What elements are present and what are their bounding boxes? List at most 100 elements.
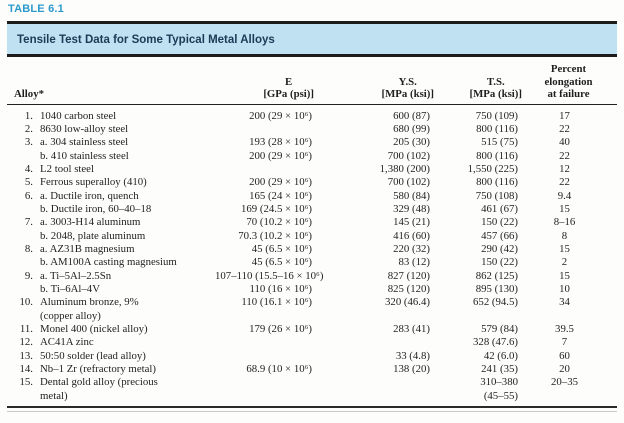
- yield-strength-value: 680 (99): [393, 122, 430, 135]
- alloy-name: a. AZ31B magnesium: [40, 242, 135, 255]
- elongation-header-line3: at failure: [547, 88, 590, 100]
- tensile-strength-value: 310–380: [480, 376, 518, 389]
- table-row: b. 410 stainless steel 200 (29 × 10⁶) 70…: [7, 150, 617, 163]
- tensile-strength-value: 800 (116): [476, 149, 518, 162]
- elastic-modulus-value: [215, 310, 318, 323]
- tensile-strength-value: 800 (116): [476, 176, 518, 189]
- table-row: 7. a. 3003-H14 aluminum 70 (10.2 × 10⁶) …: [7, 216, 617, 229]
- alloy-name: Dental gold alloy (precious: [40, 376, 158, 389]
- elastic-modulus-value: 200 (29 × 10⁶): [249, 176, 312, 189]
- column-header-alloy: Alloy*: [7, 63, 215, 105]
- yield-strength-value: 329 (48): [393, 202, 430, 215]
- yield-strength-value: 827 (120): [387, 269, 430, 282]
- tensile-strength-value: 241 (35): [481, 363, 518, 376]
- yield-strength-value: 283 (41): [393, 323, 430, 335]
- elongation-header-line2: elongation: [544, 75, 593, 88]
- elastic-modulus-value: [215, 350, 318, 363]
- table-row: b. 2048, plate aluminum 70.3 (10.2 × 10⁶…: [7, 230, 617, 243]
- yield-strength-value: 1,380 (200): [379, 162, 430, 175]
- table-row: 5. Ferrous superalloy (410) 200 (29 × 10…: [7, 176, 617, 189]
- alloy-name: 50:50 solder (lead alloy): [40, 349, 146, 362]
- elongation-value: 7: [561, 336, 568, 349]
- tensile-strength-value: 328 (47.6): [473, 336, 518, 349]
- tensile-strength-value: 652 (94.5): [473, 296, 518, 309]
- table-row: 4. L2 tool steel 1,380 (200) 1,550 (225)…: [7, 163, 617, 176]
- table-row: b. AM100A casting magnesium 45 (6.5 × 10…: [7, 256, 617, 269]
- elastic-modulus-value: [215, 390, 318, 403]
- elongation-value: 10: [559, 282, 570, 295]
- yield-strength-value: 825 (120): [387, 282, 430, 295]
- tensile-strength-value: 42 (6.0): [483, 349, 518, 362]
- elastic-modulus-value: 45 (6.5 × 10⁶): [251, 256, 312, 269]
- elongation-value: 22: [559, 122, 570, 135]
- alloy-name: Ferrous superalloy (410): [40, 176, 147, 189]
- alloy-name: Monel 400 (nickel alloy): [40, 323, 148, 335]
- table-row: 8. a. AZ31B magnesium 45 (6.5 × 10⁶) 220…: [7, 243, 617, 256]
- alloy-name: a. Ductile iron, quench: [40, 189, 139, 202]
- row-number: 12.: [19, 336, 34, 349]
- row-number: [7, 256, 33, 269]
- yield-strength-value: 220 (32): [393, 242, 430, 255]
- tensile-strength-value: (45–55): [483, 389, 518, 402]
- elongation-value: [526, 310, 617, 323]
- elastic-modulus-value: 110 (16.1 × 10⁶): [241, 296, 312, 309]
- row-number: 6.: [24, 189, 33, 202]
- row-number: [7, 150, 33, 163]
- table-bottom-rule-shadow: [7, 411, 617, 413]
- row-number: 3.: [24, 136, 33, 149]
- alloy-name: b. Ductile iron, 60–40–18: [40, 202, 152, 215]
- yield-strength-value: 600 (87): [393, 109, 430, 122]
- row-number: 10.: [19, 296, 34, 309]
- alloy-name: a. 304 stainless steel: [40, 136, 129, 149]
- elongation-value: 15: [559, 202, 570, 215]
- yield-strength-value: [318, 310, 438, 323]
- yield-strength-value: [318, 376, 438, 389]
- table-row: 14. Nb–1 Zr (refractory metal) 68.9 (10 …: [7, 363, 617, 376]
- alloy-name: b. Ti–6Al–4V: [40, 282, 101, 295]
- table-row: 15. Dental gold alloy (precious 310–380 …: [7, 376, 617, 389]
- yield-strength-value: 145 (21): [393, 216, 430, 229]
- elastic-modulus-value: [215, 336, 318, 349]
- alloy-name: a. 3003-H14 aluminum: [40, 216, 141, 229]
- elongation-value: 40: [559, 136, 570, 149]
- elongation-value: 9.4: [557, 189, 572, 202]
- yield-strength-value: 138 (20): [393, 363, 430, 376]
- column-header-elastic-modulus: E [GPa (psi)]: [215, 63, 318, 105]
- elongation-value: 20–35: [551, 376, 578, 389]
- row-number: 1.: [24, 109, 33, 122]
- tensile-strength-value: 895 (130): [475, 282, 518, 295]
- tensile-strength-value: 579 (84): [481, 323, 518, 335]
- elongation-value: 34: [559, 296, 570, 309]
- table-row: (copper alloy): [7, 310, 617, 323]
- yield-strength-value: 320 (46.4): [385, 296, 430, 309]
- ys-symbol: Y.S.: [398, 75, 417, 88]
- textbook-page: TABLE 6.1 Tensile Test Data for Some Typ…: [7, 3, 617, 413]
- elastic-modulus-value: 179 (26 × 10⁶): [249, 323, 312, 335]
- alloy-name: AC41A zinc: [40, 336, 94, 349]
- elastic-modulus-value: [215, 376, 318, 389]
- tensile-strength-header-block: T.S. [MPa (ksi)]: [470, 76, 522, 101]
- tensile-strength-value: 800 (116): [476, 122, 518, 135]
- tensile-strength-value: 750 (109): [475, 109, 518, 122]
- yield-strength-value: 580 (84): [393, 189, 430, 202]
- table-row: b. Ti–6Al–4V 110 (16 × 10⁶) 825 (120) 89…: [7, 283, 617, 296]
- yield-strength-value: 416 (60): [393, 229, 430, 242]
- ys-units: [MPa (ksi)]: [381, 88, 434, 100]
- elongation-value: 60: [559, 349, 570, 362]
- table-row: 13. 50:50 solder (lead alloy) 33 (4.8) 4…: [7, 350, 617, 363]
- yield-strength-value: 700 (102): [387, 149, 430, 162]
- elongation-value: [526, 390, 617, 403]
- elastic-modulus-value: 200 (29 × 10⁶): [249, 149, 312, 162]
- row-number: [7, 283, 33, 296]
- elastic-modulus-value: 45 (6.5 × 10⁶): [251, 242, 312, 255]
- row-number: [7, 230, 33, 243]
- elastic-modulus-value: 107–110 (15.5–16 × 10⁶): [215, 269, 324, 282]
- column-header-elongation: Percent elongation at failure: [526, 63, 617, 105]
- elastic-modulus-value: 200 (29 × 10⁶): [249, 109, 312, 122]
- yield-strength-value: 83 (12): [398, 256, 430, 269]
- yield-strength-value: [318, 336, 438, 349]
- elastic-modulus-value: [215, 123, 318, 136]
- tensile-strength-value: 290 (42): [481, 242, 518, 255]
- row-number: 11.: [19, 323, 33, 335]
- elongation-value: 17: [559, 109, 570, 122]
